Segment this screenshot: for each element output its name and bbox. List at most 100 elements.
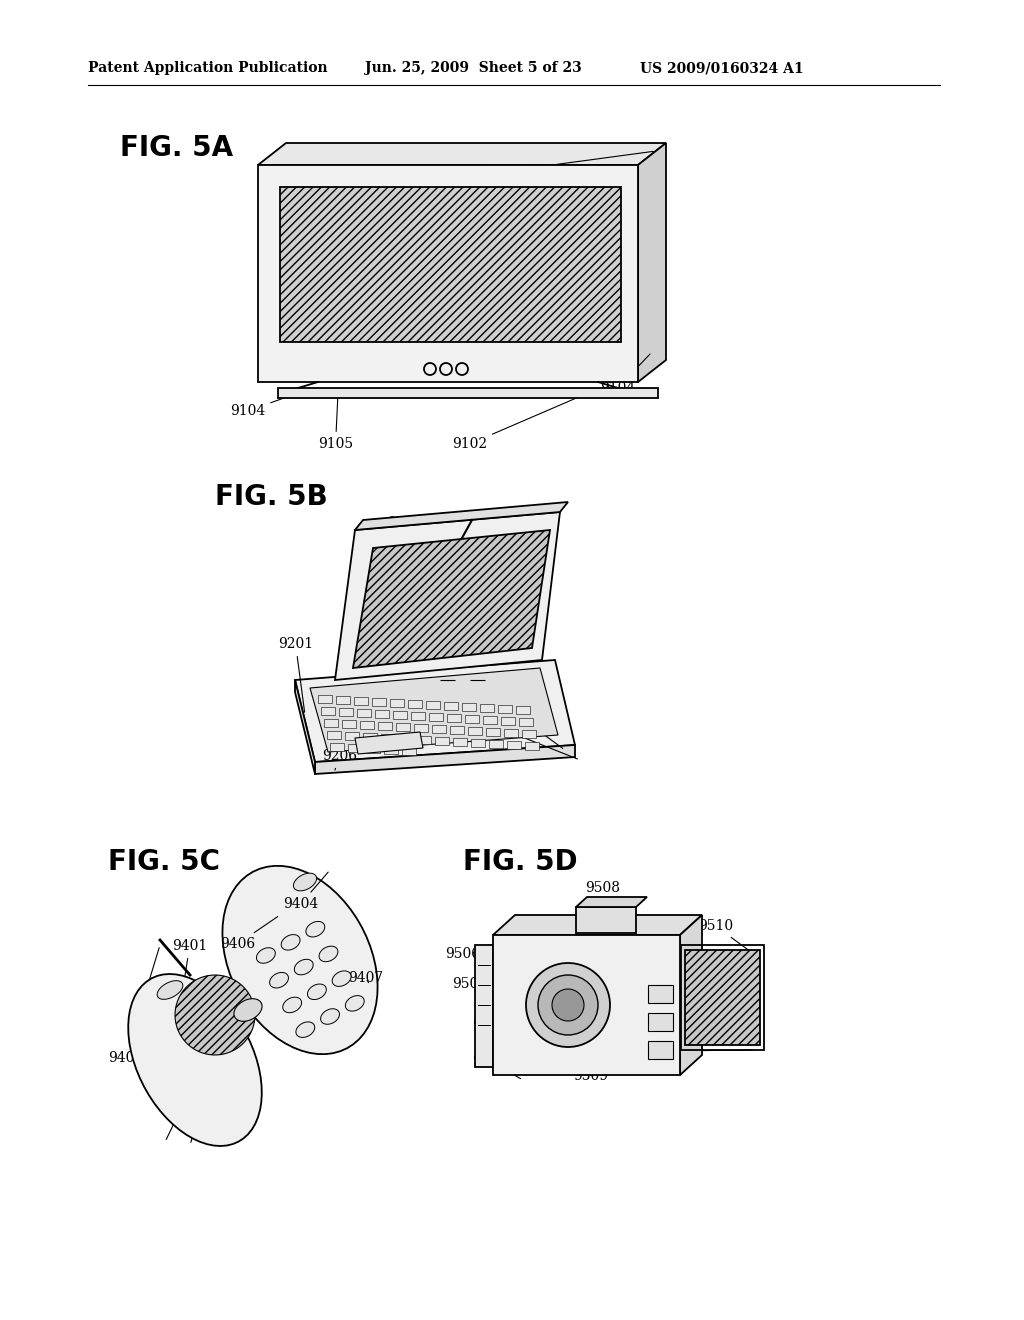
Text: 9203: 9203: [367, 568, 408, 618]
Polygon shape: [525, 742, 539, 750]
Circle shape: [526, 964, 610, 1047]
Polygon shape: [480, 704, 494, 711]
Polygon shape: [648, 1041, 673, 1059]
Text: 9104: 9104: [230, 393, 295, 418]
Text: 9501: 9501: [472, 1019, 511, 1043]
Polygon shape: [575, 898, 647, 907]
Text: 9103: 9103: [338, 168, 373, 181]
Polygon shape: [157, 981, 183, 999]
Text: 9405: 9405: [166, 1057, 220, 1139]
Polygon shape: [348, 744, 362, 752]
Polygon shape: [444, 702, 458, 710]
Polygon shape: [372, 698, 386, 706]
Text: 9206: 9206: [322, 748, 357, 770]
Text: 9102: 9102: [452, 395, 586, 451]
Polygon shape: [362, 733, 377, 741]
Polygon shape: [390, 700, 404, 708]
Polygon shape: [680, 915, 702, 1074]
Polygon shape: [310, 668, 558, 752]
Text: 9505: 9505: [452, 977, 487, 995]
Polygon shape: [417, 737, 431, 744]
Text: 9401: 9401: [172, 939, 207, 1038]
Polygon shape: [330, 743, 344, 751]
Text: 9509: 9509: [573, 1069, 608, 1082]
Polygon shape: [429, 713, 443, 721]
Polygon shape: [393, 711, 407, 719]
Polygon shape: [327, 731, 341, 739]
Polygon shape: [295, 660, 575, 762]
Polygon shape: [282, 935, 300, 950]
Polygon shape: [324, 719, 338, 727]
Polygon shape: [493, 915, 702, 935]
Polygon shape: [342, 719, 356, 729]
Polygon shape: [468, 727, 482, 735]
Text: 9502: 9502: [665, 994, 713, 1034]
Text: 9101: 9101: [490, 152, 653, 178]
Polygon shape: [450, 726, 464, 734]
Text: 9204: 9204: [480, 694, 563, 748]
Polygon shape: [519, 718, 534, 726]
Polygon shape: [256, 948, 275, 964]
Text: 9406: 9406: [220, 916, 278, 950]
Text: 9105: 9105: [318, 396, 353, 451]
Text: FIG. 5C: FIG. 5C: [108, 847, 220, 876]
Text: FIG. 5A: FIG. 5A: [120, 135, 233, 162]
Text: 9508: 9508: [585, 880, 620, 899]
Polygon shape: [294, 960, 313, 975]
Polygon shape: [462, 704, 476, 711]
Polygon shape: [489, 741, 503, 748]
Text: 9404: 9404: [283, 873, 328, 911]
Polygon shape: [355, 733, 423, 754]
Text: 9506: 9506: [445, 946, 480, 965]
Polygon shape: [296, 1022, 314, 1038]
Polygon shape: [318, 696, 332, 704]
Polygon shape: [504, 729, 518, 737]
Polygon shape: [414, 723, 428, 733]
Polygon shape: [453, 738, 467, 746]
Polygon shape: [402, 747, 416, 755]
Polygon shape: [507, 741, 521, 748]
Text: 9201: 9201: [278, 638, 313, 713]
Polygon shape: [280, 187, 621, 342]
Polygon shape: [294, 873, 316, 891]
Text: 9504: 9504: [472, 1053, 520, 1078]
Polygon shape: [366, 744, 380, 752]
Polygon shape: [345, 733, 359, 741]
Polygon shape: [465, 715, 479, 723]
Polygon shape: [321, 1008, 340, 1024]
Text: 9104: 9104: [600, 354, 650, 395]
Polygon shape: [471, 739, 485, 747]
Polygon shape: [175, 975, 255, 1055]
Polygon shape: [360, 721, 374, 729]
Polygon shape: [321, 708, 335, 715]
Polygon shape: [319, 946, 338, 962]
Text: 9403: 9403: [218, 1015, 253, 1063]
Polygon shape: [258, 143, 666, 165]
Polygon shape: [258, 165, 638, 381]
Polygon shape: [648, 985, 673, 1003]
Polygon shape: [411, 711, 425, 719]
Polygon shape: [399, 735, 413, 743]
Text: 9205: 9205: [477, 719, 578, 759]
Text: Patent Application Publication: Patent Application Publication: [88, 61, 328, 75]
Polygon shape: [575, 907, 636, 933]
Polygon shape: [426, 701, 440, 709]
Polygon shape: [233, 999, 262, 1022]
Polygon shape: [306, 921, 325, 937]
Polygon shape: [648, 1012, 673, 1031]
Polygon shape: [516, 706, 530, 714]
Circle shape: [552, 989, 584, 1020]
Polygon shape: [128, 974, 262, 1146]
Polygon shape: [269, 973, 289, 987]
Polygon shape: [396, 723, 410, 731]
Text: FIG. 5B: FIG. 5B: [215, 483, 328, 511]
Polygon shape: [408, 700, 422, 708]
Polygon shape: [222, 866, 378, 1055]
Text: 9202: 9202: [387, 516, 543, 531]
Text: FIG. 5D: FIG. 5D: [463, 847, 578, 876]
Text: 9503: 9503: [688, 964, 758, 1008]
Polygon shape: [336, 696, 350, 704]
Polygon shape: [354, 697, 368, 705]
Text: 9407: 9407: [348, 972, 383, 985]
Polygon shape: [307, 983, 327, 999]
